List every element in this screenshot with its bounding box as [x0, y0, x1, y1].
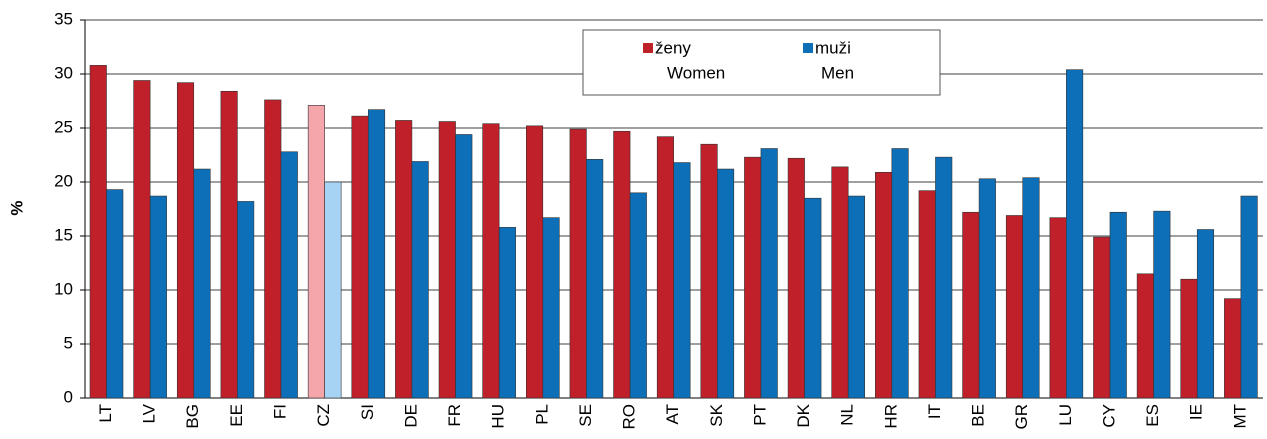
- bar: [804, 197, 822, 399]
- x-tick-label: PT: [750, 404, 769, 426]
- bar: [569, 128, 587, 399]
- bar: [411, 161, 429, 399]
- bar: [1136, 273, 1154, 399]
- bar: [1196, 229, 1215, 399]
- x-tick-label: EE: [227, 404, 246, 427]
- bar: [193, 168, 211, 399]
- bar: [760, 148, 778, 399]
- legend-swatch: [803, 43, 813, 53]
- bar: [744, 156, 762, 399]
- y-tick-label: 5: [64, 333, 73, 352]
- y-tick-label: 15: [54, 225, 73, 244]
- legend-label: ženy: [655, 38, 691, 57]
- bar: [280, 151, 298, 399]
- legend-label: Men: [821, 63, 854, 82]
- bar: [395, 120, 413, 399]
- x-tick-label: BG: [183, 404, 202, 429]
- bar: [1022, 177, 1040, 399]
- x-tick-label: NL: [838, 404, 857, 426]
- bar: [918, 190, 936, 399]
- x-tick-label: SK: [707, 403, 726, 426]
- bar: [307, 105, 325, 399]
- y-tick-label: 0: [64, 387, 73, 406]
- y-tick-label: 35: [54, 9, 73, 28]
- x-tick-label: FR: [445, 404, 464, 427]
- legend-label: muži: [815, 38, 851, 57]
- x-tick-label: IE: [1187, 404, 1206, 420]
- x-tick-label: PL: [532, 404, 551, 425]
- x-tick-label: SI: [358, 404, 377, 420]
- x-tick-label: HU: [489, 404, 508, 429]
- bar: [498, 227, 516, 399]
- bar: [438, 121, 456, 399]
- y-tick-label: 25: [54, 117, 73, 136]
- y-tick-label: 20: [54, 171, 73, 190]
- bar: [831, 166, 849, 399]
- x-tick-label: HR: [881, 404, 900, 429]
- legend-box: [582, 29, 941, 96]
- y-tick-label: 10: [54, 279, 73, 298]
- bar: [935, 156, 953, 399]
- x-tick-label: CY: [1099, 404, 1118, 428]
- bar: [1224, 298, 1242, 399]
- x-tick-label: DK: [794, 403, 813, 427]
- bar: [133, 80, 151, 399]
- legend-swatch: [643, 43, 653, 53]
- bar: [106, 189, 124, 399]
- bar: [237, 201, 255, 399]
- bar: [542, 217, 560, 399]
- bar: [717, 168, 735, 399]
- bar: [324, 181, 342, 399]
- x-tick-label: RO: [620, 404, 639, 430]
- bar: [367, 109, 386, 399]
- bar: [673, 162, 691, 399]
- bar: [1093, 236, 1111, 399]
- bar: [875, 171, 893, 399]
- bar: [1180, 278, 1198, 399]
- legend-label: Women: [667, 63, 725, 82]
- x-tick-label: BE: [969, 404, 988, 427]
- bar: [891, 148, 909, 399]
- bar: [89, 65, 107, 399]
- bar: [787, 157, 805, 399]
- x-tick-label: GR: [1012, 404, 1031, 430]
- bar: [847, 195, 866, 399]
- x-tick-label: FI: [271, 404, 290, 419]
- bar: [978, 178, 996, 399]
- bar: [264, 99, 282, 399]
- bar: [149, 195, 167, 399]
- bar: [629, 192, 647, 399]
- y-axis-label: %: [7, 200, 26, 215]
- x-tick-label: LT: [96, 404, 115, 423]
- bar: [525, 125, 544, 399]
- x-tick-label: IT: [925, 404, 944, 419]
- x-tick-label: ES: [1143, 404, 1162, 427]
- bar: [613, 130, 631, 399]
- x-tick-label: LV: [140, 403, 159, 423]
- bar: [1066, 69, 1084, 399]
- x-tick-label: MT: [1230, 404, 1249, 429]
- bar: [1109, 211, 1127, 399]
- bar: [220, 90, 238, 399]
- bar: [962, 211, 980, 399]
- x-tick-label: DE: [401, 404, 420, 428]
- bar: [176, 82, 195, 399]
- x-tick-label: CZ: [314, 404, 333, 427]
- bar: [351, 115, 369, 399]
- bar: [482, 123, 500, 399]
- bar: [586, 159, 604, 399]
- bar: [656, 136, 674, 399]
- x-tick-label: SE: [576, 404, 595, 427]
- bar: [700, 143, 718, 399]
- x-tick-label: AT: [663, 404, 682, 424]
- bar: [1153, 210, 1171, 399]
- bar: [1049, 217, 1067, 399]
- bar: [455, 134, 473, 399]
- bar: [1005, 215, 1024, 399]
- y-tick-label: 30: [54, 63, 73, 82]
- x-tick-label: LU: [1056, 404, 1075, 426]
- bar: [1240, 195, 1258, 399]
